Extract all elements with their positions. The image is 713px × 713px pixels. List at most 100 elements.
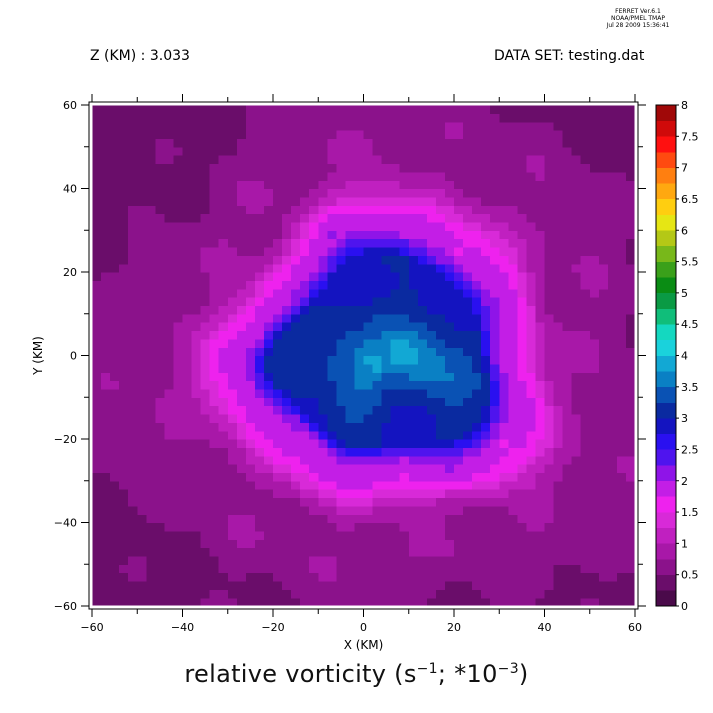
heatmap-cell	[526, 580, 537, 590]
heatmap-cell	[417, 514, 428, 524]
heatmap-cell	[616, 146, 627, 156]
heatmap-cell	[137, 180, 147, 190]
heatmap-cell	[372, 539, 383, 549]
heatmap-cell	[291, 530, 301, 540]
heatmap-cell	[236, 213, 247, 223]
heatmap-cell	[454, 505, 464, 515]
heatmap-cell	[426, 196, 437, 206]
heatmap-cell	[119, 422, 129, 432]
heatmap-cell	[535, 497, 546, 507]
heatmap-cell	[291, 447, 301, 457]
heatmap-cell	[417, 305, 428, 315]
heatmap-cell	[472, 397, 482, 407]
heatmap-cell	[381, 430, 392, 440]
heatmap-cell	[227, 246, 238, 256]
heatmap-cell	[200, 221, 211, 231]
heatmap-cell	[182, 230, 193, 240]
y-tick-label: −40	[54, 517, 77, 530]
heatmap-cell	[408, 580, 419, 590]
heatmap-cell	[417, 505, 428, 515]
heatmap-cell	[200, 397, 211, 407]
heatmap-cell	[363, 238, 374, 248]
heatmap-cell	[173, 246, 184, 256]
heatmap-cell	[589, 422, 600, 432]
heatmap-cell	[92, 564, 102, 574]
heatmap-cell	[372, 405, 383, 415]
heatmap-cell	[345, 288, 356, 298]
heatmap-cell	[444, 480, 455, 490]
heatmap-cell	[354, 505, 365, 515]
heatmap-cell	[444, 372, 455, 382]
heatmap-cell	[254, 422, 265, 432]
heatmap-cell	[137, 155, 147, 165]
heatmap-cell	[309, 330, 319, 340]
heatmap-cell	[408, 355, 419, 365]
heatmap-cell	[191, 363, 202, 373]
heatmap-cell	[553, 322, 564, 332]
heatmap-cell	[490, 105, 500, 114]
heatmap-cell	[254, 280, 265, 290]
heatmap-cell	[137, 572, 147, 582]
heatmap-cell	[191, 439, 202, 448]
heatmap-cell	[245, 547, 256, 557]
heatmap-cell	[327, 263, 337, 273]
heatmap-cell	[399, 530, 410, 540]
heatmap-cell	[282, 338, 292, 348]
heatmap-cell	[589, 263, 600, 273]
heatmap-cell	[155, 330, 165, 340]
heatmap-cell	[399, 196, 410, 206]
heatmap-cell	[236, 155, 247, 165]
banner-line-3: Jul 28 2009 15:36:41	[606, 22, 670, 29]
heatmap-cell	[101, 555, 111, 565]
heatmap-cell	[354, 238, 365, 248]
heatmap-cell	[263, 447, 274, 457]
heatmap-cell	[553, 547, 564, 557]
x-tick-label: 40	[538, 621, 552, 634]
heatmap-cell	[463, 205, 473, 215]
heatmap-cell	[164, 547, 175, 557]
heatmap-cell	[390, 472, 401, 482]
heatmap-cell	[336, 514, 346, 524]
heatmap-cell	[490, 430, 500, 440]
heatmap-cell	[625, 522, 636, 532]
heatmap-cell	[327, 564, 337, 574]
heatmap-cell	[417, 221, 428, 231]
heatmap-cell	[101, 322, 111, 332]
heatmap-cell	[209, 505, 220, 515]
heatmap-cell	[92, 455, 102, 465]
heatmap-cell	[426, 255, 437, 265]
heatmap-cell	[472, 539, 482, 549]
heatmap-cell	[399, 455, 410, 465]
heatmap-cell	[463, 413, 473, 423]
heatmap-cell	[137, 105, 147, 114]
heatmap-cell	[625, 547, 636, 557]
heatmap-cell	[508, 238, 518, 248]
heatmap-cell	[110, 171, 120, 181]
heatmap-cell	[282, 130, 292, 139]
heatmap-cell	[490, 113, 500, 123]
heatmap-cell	[146, 255, 156, 265]
heatmap-cell	[381, 221, 392, 231]
heatmap-cell	[273, 472, 283, 482]
heatmap-cell	[435, 464, 446, 473]
heatmap-cell	[526, 288, 537, 298]
heatmap-cell	[463, 522, 473, 532]
heatmap-cell	[454, 288, 464, 298]
heatmap-cell	[426, 547, 437, 557]
heatmap-cell	[101, 564, 111, 574]
heatmap-cell	[236, 430, 247, 440]
heatmap-cell	[490, 213, 500, 223]
heatmap-cell	[381, 564, 392, 574]
heatmap-cell	[517, 564, 527, 574]
heatmap-cell	[481, 272, 491, 281]
heatmap-cell	[426, 597, 437, 607]
heatmap-cell	[607, 196, 618, 206]
heatmap-cell	[318, 221, 328, 231]
heatmap-cell	[137, 388, 147, 398]
heatmap-cell	[273, 555, 283, 565]
heatmap-cell	[535, 555, 546, 565]
heatmap-cell	[490, 138, 500, 148]
heatmap-cell	[571, 196, 582, 206]
heatmap-cell	[481, 572, 491, 582]
heatmap-cell	[508, 230, 518, 240]
